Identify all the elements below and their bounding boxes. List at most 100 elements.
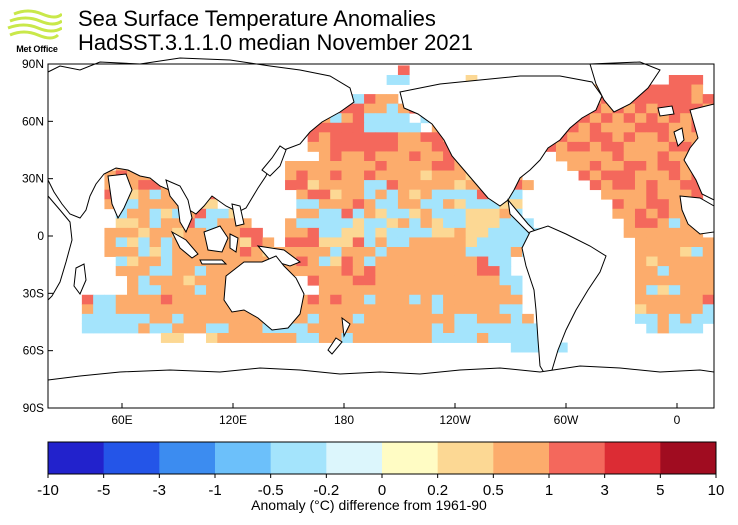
colorbar-swatch xyxy=(437,442,494,474)
grid-cell xyxy=(691,323,704,334)
grid-cell xyxy=(454,256,467,267)
grid-cell xyxy=(318,294,331,305)
south-america xyxy=(521,225,607,377)
grid-cell xyxy=(81,294,94,305)
grid-cell xyxy=(375,103,388,114)
grid-cell xyxy=(127,246,139,257)
grid-cell xyxy=(646,103,658,114)
grid-cell xyxy=(668,304,681,315)
grid-cell xyxy=(702,304,715,315)
grid-cell xyxy=(420,227,433,238)
grid-cell xyxy=(194,285,207,296)
grid-cell xyxy=(623,132,636,143)
grid-cell xyxy=(589,151,602,162)
grid-cell xyxy=(420,246,433,257)
grid-cell xyxy=(522,332,534,343)
grid-cell xyxy=(499,218,512,229)
grid-cell xyxy=(330,132,342,143)
grid-cell xyxy=(409,323,421,334)
grid-cell xyxy=(138,266,150,277)
grid-cell xyxy=(149,218,162,229)
grid-cell xyxy=(397,332,410,343)
grid-cell xyxy=(578,170,591,181)
latitude-label: 0 xyxy=(37,229,44,243)
grid-cell xyxy=(318,266,331,277)
grid-cell xyxy=(160,227,173,238)
grid-cell xyxy=(589,160,602,171)
grid-cell xyxy=(634,199,647,210)
grid-cell xyxy=(251,237,263,248)
grid-cell xyxy=(465,180,478,191)
grid-cell xyxy=(386,122,399,133)
grid-cell xyxy=(386,304,399,315)
grid-cell xyxy=(702,294,715,305)
grid-cell xyxy=(420,275,433,286)
grid-cell xyxy=(318,180,331,191)
grid-cell xyxy=(657,275,670,286)
grid-cell xyxy=(634,180,647,191)
grid-cell xyxy=(352,332,365,343)
longitude-label: 180 xyxy=(334,413,354,427)
grid-cell xyxy=(375,323,388,334)
colorbar-tick-label: 5 xyxy=(656,482,664,499)
grid-cell xyxy=(420,189,433,200)
grid-cell xyxy=(138,294,150,305)
grid-cell xyxy=(330,227,342,238)
grid-cell xyxy=(668,246,681,257)
grid-cell xyxy=(623,218,636,229)
grid-cell xyxy=(386,141,399,152)
grid-cell xyxy=(364,266,376,277)
grid-cell xyxy=(149,266,162,277)
grid-cell xyxy=(476,275,489,286)
grid-cell xyxy=(160,199,173,210)
grid-cell xyxy=(499,256,512,267)
grid-cell xyxy=(465,246,478,257)
grid-cell xyxy=(443,323,455,334)
grid-cell xyxy=(330,313,342,324)
grid-cell xyxy=(307,256,320,267)
grid-cell xyxy=(375,237,388,248)
grid-cell xyxy=(160,266,173,277)
grid-cell xyxy=(194,323,207,334)
japan xyxy=(261,145,287,177)
grid-cell xyxy=(409,304,421,315)
grid-cell xyxy=(397,122,410,133)
grid-cell xyxy=(228,246,241,257)
grid-cell xyxy=(589,170,602,181)
grid-cell xyxy=(352,113,365,124)
sumatra xyxy=(170,230,199,259)
grid-cell xyxy=(318,275,331,286)
grid-cell xyxy=(183,323,196,334)
grid-cell xyxy=(601,151,613,162)
grid-cell xyxy=(499,304,512,315)
grid-cell xyxy=(352,246,365,257)
grid-cell xyxy=(601,141,613,152)
grid-cell xyxy=(499,332,512,343)
grid-cell xyxy=(420,160,433,171)
grid-cell xyxy=(488,199,500,210)
grid-cell xyxy=(397,304,410,315)
grid-cell xyxy=(646,227,658,238)
grid-cell xyxy=(307,294,320,305)
grid-cell xyxy=(172,275,184,286)
grid-cell xyxy=(488,275,500,286)
grid-cell xyxy=(397,227,410,238)
grid-cell xyxy=(499,246,512,257)
grid-cell xyxy=(680,103,692,114)
grid-cell xyxy=(612,189,625,200)
grid-cell xyxy=(172,313,184,324)
grid-cell xyxy=(364,304,376,315)
grid-cell xyxy=(341,132,354,143)
grid-cell xyxy=(386,180,399,191)
grid-cell xyxy=(375,332,388,343)
grid-cell xyxy=(657,266,670,277)
grid-cell xyxy=(352,256,365,267)
grid-cell xyxy=(273,332,286,343)
grid-cell xyxy=(454,208,467,219)
grid-cell xyxy=(318,313,331,324)
grid-cell xyxy=(127,237,139,248)
grid-cell xyxy=(375,170,388,181)
grid-cell xyxy=(217,313,230,324)
grid-cell xyxy=(623,151,636,162)
new-guinea xyxy=(256,245,302,267)
